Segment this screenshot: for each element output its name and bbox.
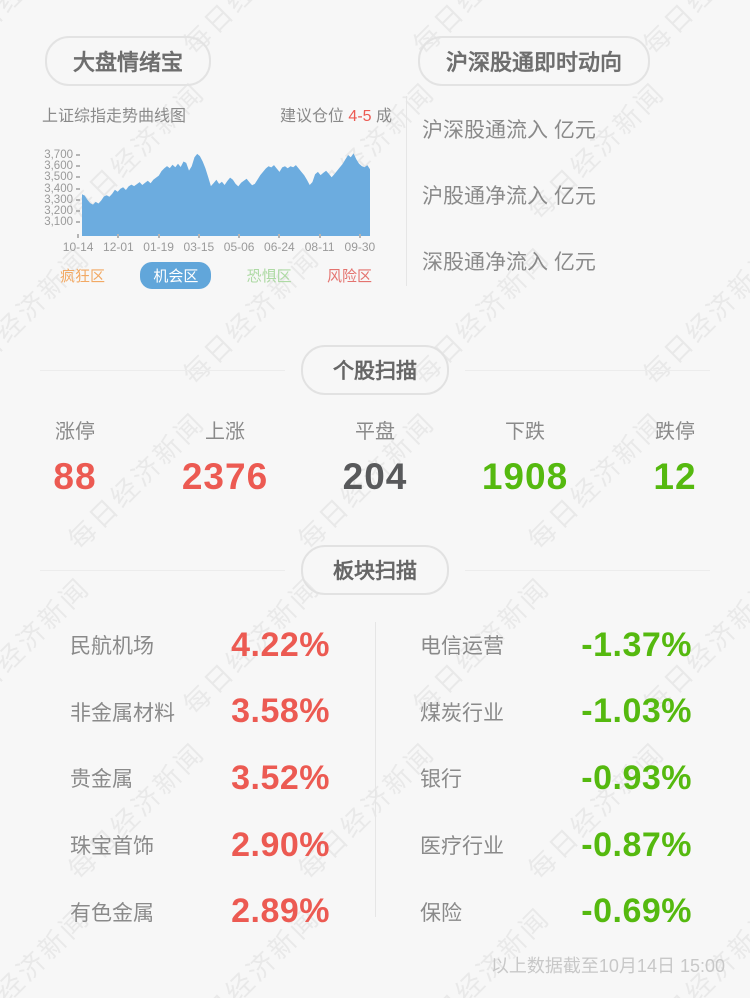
sector-change: 2.89%	[231, 892, 330, 931]
stat-value: 88	[53, 456, 97, 497]
chart-header: 上证综指走势曲线图 建议仓位 4-5 成	[42, 102, 392, 126]
divider-line	[465, 569, 710, 571]
zone-label-crazy: 疯狂区	[60, 268, 106, 285]
sector-change: -0.69%	[581, 892, 692, 931]
sector-row: 珠宝首饰 2.90%	[40, 812, 375, 879]
stat-value: 1908	[481, 456, 569, 497]
stat-advancers: 上涨 2376	[170, 415, 280, 498]
sector-change: 2.90%	[231, 825, 330, 864]
index-area-chart	[82, 153, 370, 236]
stock-connect-row: 沪深股通流入 亿元	[422, 119, 596, 142]
sector-name: 贵金属	[70, 768, 133, 792]
sector-change: -0.93%	[581, 758, 692, 797]
x-tick-label: 09-30	[340, 234, 380, 254]
y-tick-label: 3,100	[40, 217, 80, 228]
sector-name: 非金属材料	[70, 701, 175, 725]
chart-x-axis: 10-14 12-01 01-19 03-15 05-06 06-24 08-11 09-30	[58, 234, 380, 254]
sector-losers-column: 电信运营 -1.37% 煤炭行业 -1.03% 银行 -0.93% 医疗行业 -…	[375, 612, 710, 945]
sector-name: 电信运营	[420, 635, 504, 659]
position-advice: 建议仓位 4-5 成	[280, 102, 392, 126]
sector-row: 非金属材料 3.58%	[40, 679, 375, 746]
sector-change: -0.87%	[581, 825, 692, 864]
stock-scan-header: 个股扫描	[40, 345, 710, 395]
stock-connect-row: 深股通净流入 亿元	[422, 251, 596, 274]
stat-unchanged: 平盘 204	[320, 415, 430, 498]
stat-label: 上涨	[205, 421, 245, 443]
sector-name: 有色金属	[70, 901, 154, 925]
stat-value: 12	[653, 456, 697, 497]
sector-change: -1.37%	[581, 625, 692, 664]
sector-gainers-column: 民航机场 4.22% 非金属材料 3.58% 贵金属 3.52% 珠宝首饰 2.…	[40, 612, 375, 945]
stat-label: 跌停	[655, 421, 695, 443]
sector-name: 医疗行业	[420, 835, 504, 859]
divider-line	[40, 369, 285, 371]
data-cutoff-note: 以上数据截至10月14日 15:00	[490, 956, 725, 976]
divider-line	[40, 569, 285, 571]
y-tick-label: 3,600	[40, 160, 80, 172]
stat-value: 204	[342, 456, 408, 497]
advice-value: 4-5	[348, 108, 372, 125]
sector-change: 3.58%	[231, 692, 330, 731]
top-vertical-divider	[406, 96, 407, 286]
stock-scan-stats: 涨停 88 上涨 2376 平盘 204 下跌 1908 跌停 12	[20, 415, 730, 498]
advice-suffix: 成	[371, 108, 392, 125]
advice-prefix: 建议仓位	[279, 108, 349, 125]
sector-row: 医疗行业 -0.87%	[375, 812, 710, 879]
stat-value: 2376	[181, 456, 269, 497]
sector-row: 煤炭行业 -1.03%	[375, 679, 710, 746]
sentiment-zone-legend: 疯狂区 机会区 恐惧区 风险区	[60, 262, 372, 289]
sector-scan-title: 板块扫描	[301, 545, 449, 595]
stock-connect-row: 沪股通净流入 亿元	[422, 185, 596, 208]
x-tick-label: 08-11	[300, 234, 340, 254]
sector-row: 电信运营 -1.37%	[375, 612, 710, 679]
stock-connect-title: 沪深股通即时动向	[418, 36, 651, 86]
stat-limit-up: 涨停 88	[20, 415, 130, 498]
y-tick-label: 3,200	[40, 205, 80, 217]
zone-label-fear: 恐惧区	[246, 268, 292, 285]
chart-caption: 上证综指走势曲线图	[42, 108, 187, 125]
y-tick-label: 3,400	[40, 183, 80, 195]
sector-row: 贵金属 3.52%	[40, 745, 375, 812]
watermark-text: 每日经济新闻	[633, 0, 750, 62]
x-tick-label: 12-01	[98, 234, 138, 254]
sector-vertical-divider	[375, 622, 376, 917]
divider-line	[465, 369, 710, 371]
sector-row: 银行 -0.93%	[375, 745, 710, 812]
sector-name: 煤炭行业	[420, 701, 504, 725]
sector-name: 银行	[420, 768, 462, 792]
sector-row: 民航机场 4.22%	[40, 612, 375, 679]
stat-limit-down: 跌停 12	[620, 415, 730, 498]
sector-name: 保险	[420, 901, 462, 925]
sector-scan-header: 板块扫描	[40, 545, 710, 595]
sector-change: 3.52%	[231, 758, 330, 797]
x-tick-label: 10-14	[58, 234, 98, 254]
chart-y-axis: 3,700 3,600 3,500 3,400 3,300 3,200 3,100	[40, 148, 80, 236]
market-sentiment-title: 大盘情绪宝	[45, 36, 212, 86]
sector-change: -1.03%	[581, 692, 692, 731]
stat-label: 下跌	[505, 421, 545, 443]
sector-name: 珠宝首饰	[70, 835, 154, 859]
sector-name: 民航机场	[70, 635, 154, 659]
y-tick-label: 3,300	[40, 194, 80, 206]
zone-label-risk: 风险区	[326, 268, 372, 285]
stock-scan-title: 个股扫描	[301, 345, 449, 395]
x-tick-label: 06-24	[259, 234, 299, 254]
sector-row: 有色金属 2.89%	[40, 878, 375, 945]
zone-label-opportunity: 机会区	[140, 262, 212, 289]
stat-label: 涨停	[55, 421, 95, 443]
y-tick-label: 3,700	[40, 149, 80, 161]
stat-label: 平盘	[355, 421, 395, 443]
sector-row: 保险 -0.69%	[375, 878, 710, 945]
stat-decliners: 下跌 1908	[470, 415, 580, 498]
sector-change: 4.22%	[231, 625, 330, 664]
y-tick-label: 3,500	[40, 172, 80, 183]
x-tick-label: 05-06	[219, 234, 259, 254]
x-tick-label: 01-19	[139, 234, 179, 254]
x-tick-label: 03-15	[179, 234, 219, 254]
